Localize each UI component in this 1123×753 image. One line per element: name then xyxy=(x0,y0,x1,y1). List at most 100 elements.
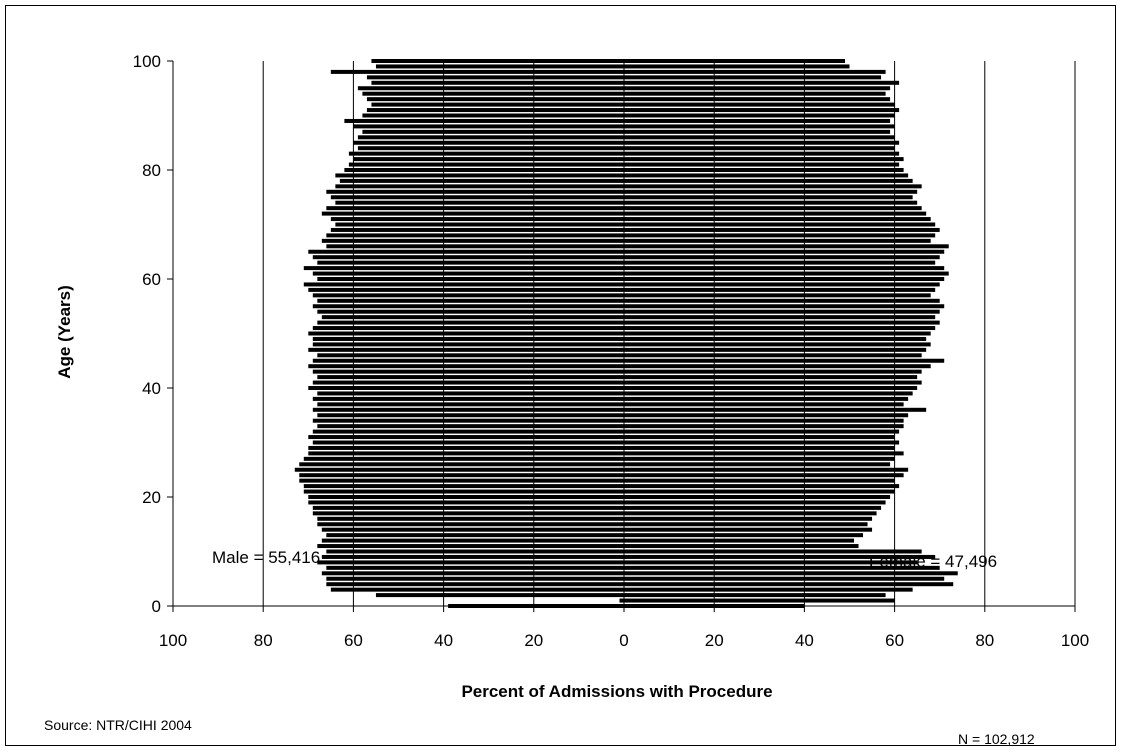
female-bar xyxy=(624,331,931,336)
female-bar xyxy=(624,233,936,238)
tick-labels: 0 20 40 60 80 100 100 80 60 40 20 0 20 40 60 80 100 xyxy=(133,52,1090,650)
female-bar xyxy=(624,500,886,505)
male-bar xyxy=(321,571,624,576)
male-bar xyxy=(330,69,624,74)
male-bar xyxy=(303,266,624,271)
female-bar xyxy=(624,396,909,401)
male-bar xyxy=(326,576,624,581)
x-tick-label: 60 xyxy=(885,631,904,650)
male-bar xyxy=(303,456,624,461)
female-bar xyxy=(624,277,945,281)
female-bar xyxy=(624,260,936,265)
male-bar xyxy=(312,418,624,423)
female-bar xyxy=(624,244,949,249)
female-bar xyxy=(624,184,922,189)
female-bar xyxy=(624,97,891,102)
male-bar xyxy=(371,80,624,85)
female-bar xyxy=(624,342,931,347)
male-bar xyxy=(321,538,624,543)
male-bar xyxy=(312,407,624,412)
female-bar xyxy=(624,516,873,521)
female-bar xyxy=(624,238,931,243)
x-tick-label: 100 xyxy=(1061,631,1089,650)
male-bar xyxy=(317,277,624,281)
x-tick-label: 40 xyxy=(434,631,453,650)
female-bar xyxy=(624,353,922,358)
male-bar xyxy=(317,375,624,380)
female-bar xyxy=(624,347,927,352)
male-bar xyxy=(308,287,624,292)
female-bar xyxy=(624,445,895,450)
male-bar xyxy=(335,173,624,178)
male-bar xyxy=(294,467,624,472)
female-bar xyxy=(624,151,900,156)
female-bar xyxy=(624,86,891,91)
female-bar xyxy=(624,549,922,554)
female-bar xyxy=(624,478,895,483)
female-bar xyxy=(624,298,940,303)
x-tick-label: 40 xyxy=(795,631,814,650)
male-bar xyxy=(321,527,624,532)
male-bar xyxy=(362,113,624,118)
female-bar xyxy=(624,456,895,461)
male-bar xyxy=(326,206,624,211)
female-bar xyxy=(624,326,936,331)
male-bar xyxy=(317,391,624,396)
female-bar xyxy=(624,206,922,211)
x-tick-label: 20 xyxy=(705,631,724,650)
female-bar xyxy=(624,309,940,314)
female-bar xyxy=(624,424,904,429)
y-tick-label: 60 xyxy=(142,270,161,289)
female-bar xyxy=(624,440,900,445)
male-bar xyxy=(366,75,624,80)
female-bar xyxy=(624,386,918,390)
female-bar xyxy=(624,451,904,456)
female-bar xyxy=(624,124,895,129)
female-bar xyxy=(624,511,877,516)
female-bar xyxy=(624,189,918,194)
female-bar xyxy=(624,129,891,134)
male-bar xyxy=(335,184,624,189)
male-bar xyxy=(312,505,624,510)
male-bar xyxy=(330,587,624,592)
female-bar xyxy=(624,380,922,385)
male-bar xyxy=(326,233,624,238)
y-tick-label: 20 xyxy=(142,488,161,507)
male-bar xyxy=(321,211,624,216)
female-bar xyxy=(624,571,958,576)
male-bar xyxy=(317,320,624,325)
female-bar xyxy=(624,266,945,271)
male-bar xyxy=(312,304,624,309)
male-bar xyxy=(357,86,624,91)
male-bar xyxy=(312,511,624,516)
y-axis-title: Age (Years) xyxy=(55,285,74,379)
male-bar xyxy=(308,500,624,505)
male-bar xyxy=(308,331,624,336)
female-bar xyxy=(624,467,909,472)
male-bar xyxy=(312,440,624,445)
sample-size-note: N = 102,912 xyxy=(958,731,1035,747)
female-bar xyxy=(624,576,945,581)
male-bar xyxy=(371,102,624,107)
female-bar xyxy=(624,282,940,287)
female-bar xyxy=(624,255,940,260)
female-bar xyxy=(624,64,850,69)
male-total-annotation: Male = 55,416 xyxy=(212,548,320,567)
female-bar xyxy=(624,462,891,467)
female-bar xyxy=(624,69,886,74)
male-bar xyxy=(317,544,624,549)
female-bar xyxy=(624,527,873,532)
female-bar xyxy=(624,336,927,341)
male-bar xyxy=(330,195,624,200)
male-bar xyxy=(362,91,624,96)
female-bar xyxy=(624,560,918,565)
male-bar xyxy=(619,598,624,603)
female-bar xyxy=(624,168,904,172)
female-bar xyxy=(624,162,900,167)
male-bar xyxy=(330,217,624,222)
female-bar xyxy=(624,211,927,216)
male-bar xyxy=(308,451,624,456)
male-bar xyxy=(312,358,624,363)
male-bar xyxy=(317,560,624,565)
